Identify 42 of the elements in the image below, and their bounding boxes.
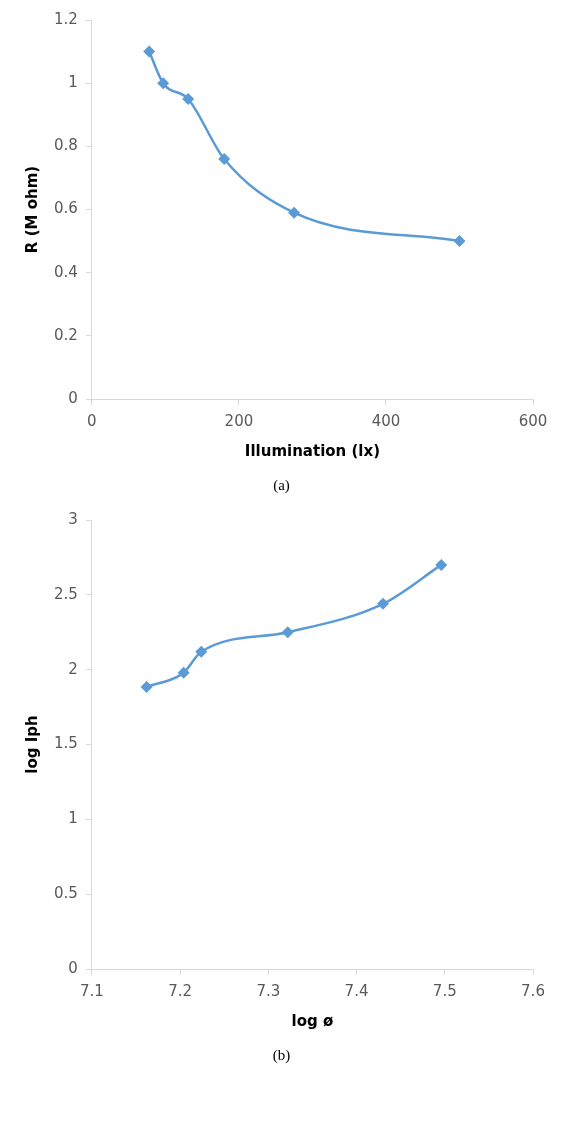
x-tick-label: 7.5	[432, 981, 457, 1000]
y-tick-label: 1.2	[54, 9, 78, 28]
point	[218, 152, 231, 165]
x-tick-label: 600	[518, 411, 548, 430]
y-tick-label: 2.5	[54, 584, 78, 603]
point	[140, 680, 153, 693]
point	[157, 77, 170, 90]
x-tick-label: 200	[224, 411, 254, 430]
y-tick-label: 0.6	[54, 199, 78, 218]
text: (a)	[272, 476, 291, 495]
x-tick-label: 400	[371, 411, 401, 430]
y-tick-label: 0.5	[54, 884, 78, 903]
y-tick-label: 0.8	[54, 136, 78, 155]
point	[288, 206, 301, 219]
y-tick-label: 0.2	[54, 325, 78, 344]
x-axis-title: Illumination (lx)	[244, 441, 381, 460]
y-tick-label: 0.4	[54, 262, 78, 281]
y-tick-label: 1.5	[54, 734, 78, 753]
point	[377, 597, 390, 610]
point	[177, 666, 190, 679]
text: (b)	[271, 1046, 292, 1065]
x-tick-label: 7.2	[168, 981, 193, 1000]
x-tick-label: 7.3	[256, 981, 281, 1000]
y-tick-label: 1	[68, 73, 78, 92]
point	[435, 558, 448, 571]
x-tick-label: 0	[87, 411, 97, 430]
x-tick-label: 7.4	[344, 981, 369, 1000]
y-tick-label: 0	[68, 388, 78, 407]
point	[195, 645, 208, 658]
point	[182, 92, 195, 105]
x-tick-label: 7.1	[79, 981, 104, 1000]
x-tick-label: 7.6	[521, 981, 545, 1000]
y-tick-label: 2	[68, 659, 78, 678]
y-tick-label: 1	[68, 809, 78, 828]
y-tick-label: 0	[68, 958, 78, 977]
point	[143, 45, 156, 58]
y-axis-title: log Iph	[22, 715, 41, 774]
point	[281, 626, 294, 639]
y-tick-label: 3	[68, 509, 78, 528]
point	[453, 235, 466, 248]
y-axis-title: R (M ohm)	[22, 165, 41, 254]
x-axis-title: log ø	[291, 1011, 334, 1030]
